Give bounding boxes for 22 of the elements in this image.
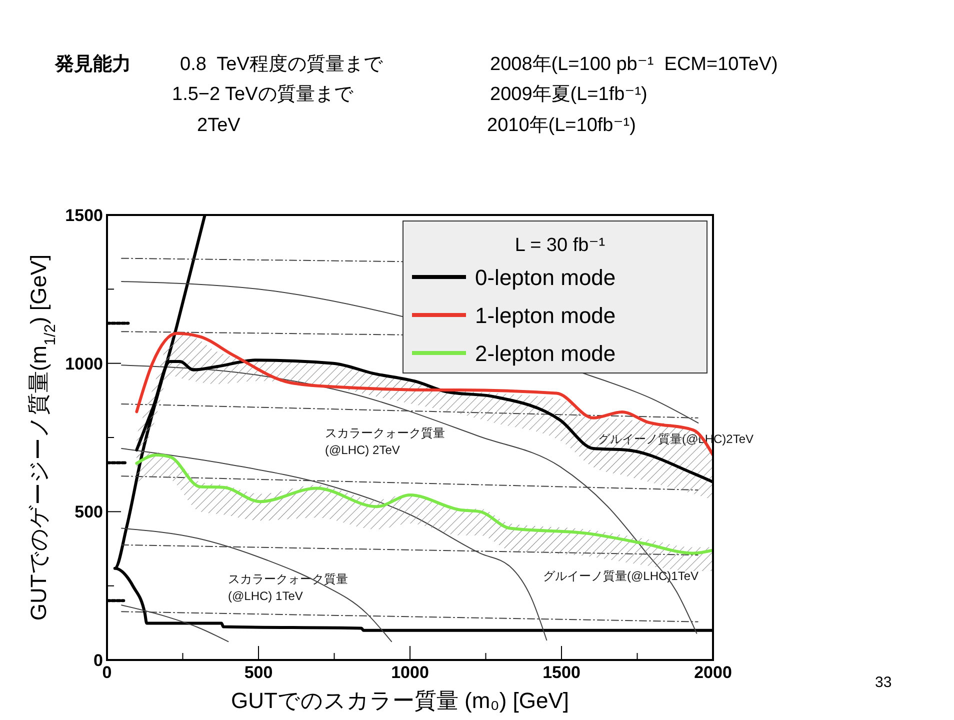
- text: 1.5−2 TeVの質量まで: [172, 84, 354, 105]
- text: 33: [875, 674, 892, 691]
- x-axis-title: GUTでのスカラー質量 (m₀) [GeV]: [230, 688, 570, 713]
- x-tick-label: 1000: [391, 663, 429, 682]
- chart-title: 発見能力: [54, 53, 131, 75]
- x-tick-label: 1500: [542, 663, 580, 682]
- text: 0.8 TeV程度の質量まで: [180, 53, 384, 75]
- annotation: スカラークォーク質量 (@LHC) 2TeV: [325, 426, 445, 457]
- text: 2TeV: [197, 115, 241, 136]
- y-tick-label: 0: [94, 651, 103, 670]
- text: 2008年(L=100 pb⁻¹ ECM=10TeV): [490, 54, 778, 75]
- legend-title: L = 30 fb⁻¹: [514, 235, 606, 256]
- x-tick-label: 2000: [694, 663, 732, 682]
- legend-label: 1-lepton mode: [475, 303, 616, 328]
- text: 2009年夏(L=1fb⁻¹): [490, 84, 648, 105]
- y-tick-label: 500: [74, 502, 103, 522]
- y-tick-label: 1500: [65, 206, 103, 225]
- x-tick-label: 500: [244, 663, 273, 682]
- text: 2010年(L=10fb⁻¹): [487, 115, 636, 136]
- legend-label: 2-lepton mode: [475, 341, 616, 366]
- y-tick-label: 1000: [65, 354, 103, 374]
- legend-label: 0-lepton mode: [475, 265, 616, 290]
